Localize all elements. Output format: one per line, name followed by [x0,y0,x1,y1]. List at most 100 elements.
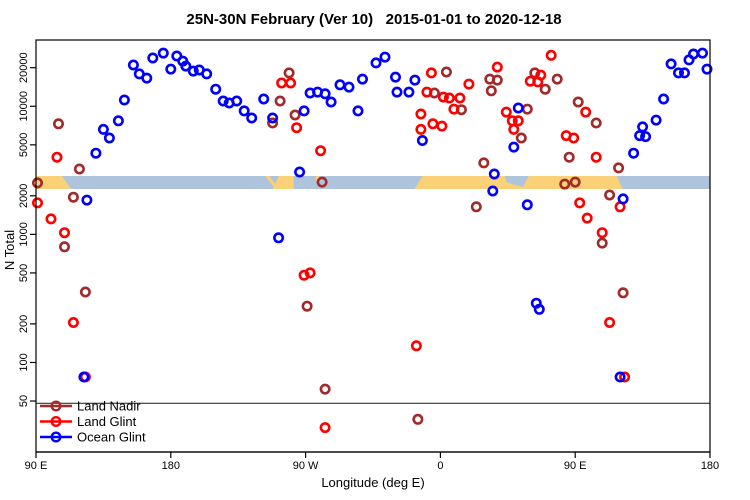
data-point [187,65,199,77]
data-point [412,413,424,425]
data-point [569,176,581,188]
data-point [672,67,684,79]
y-axis: 20000 10000 5000 2000 1000 500 200 100 50 [18,52,36,407]
data-point [485,85,497,97]
data-point [31,197,43,209]
x-tick-label: 180 [162,460,180,472]
map-land-segment [36,176,71,189]
data-point [258,93,270,105]
data-point [512,102,524,114]
data-point [289,109,301,121]
data-point [574,197,586,209]
data-point [319,383,331,395]
data-point [73,163,85,175]
data-point [650,114,662,126]
data-point [604,316,616,328]
data-point [217,95,229,107]
data-point [352,105,364,117]
data-point [78,371,90,383]
data-point [619,371,631,383]
data-point [403,86,415,98]
plot-frame [35,39,711,453]
data-point [563,151,575,163]
data-point [515,132,527,144]
x-tick-label: 0 [437,460,443,472]
data-point [678,67,690,79]
data-point [512,115,524,127]
x-axis-label: Longitude (deg E) [321,475,424,490]
data-point [440,66,452,78]
data-point [291,122,303,134]
data-point [97,123,109,135]
data-point [316,176,328,188]
data-point [491,61,503,73]
data-point [640,131,652,143]
data-point [210,83,222,95]
data-point [267,112,279,124]
data-point [356,73,368,85]
x-tick-label: 90 E [25,460,48,472]
y-tick-label: 50 [18,395,30,407]
x-tick-label: 90 W [293,460,319,472]
data-point [437,91,449,103]
legend-item-land_nadir: Land Nadir [40,399,141,414]
data-point [231,95,243,107]
data-point [658,93,670,105]
data-point [58,241,70,253]
data-point [81,194,93,206]
data-point [294,166,306,178]
data-point [31,177,43,189]
data-point [701,63,713,75]
data-point [488,168,500,180]
data-point [665,58,677,70]
series-land_glint [31,49,631,434]
data-point [521,103,533,115]
data-point [613,162,625,174]
data-point [112,115,124,127]
data-point [500,106,512,118]
data-point [581,212,593,224]
data-point [370,57,382,69]
data-point [67,191,79,203]
legend-item-ocean_glint: Ocean Glint [40,430,146,445]
data-point [201,68,213,80]
data-point [628,147,640,159]
data-point [416,135,428,147]
legend-label: Ocean Glint [77,430,146,445]
data-point [273,232,285,244]
y-tick-label: 2000 [18,184,30,208]
data-point [238,105,250,117]
data-point [590,151,602,163]
legend-item-land_glint: Land Glint [40,414,137,429]
data-point [283,67,295,79]
data-point [478,157,490,169]
series-ocean_glint [78,47,713,383]
data-point [391,86,403,98]
data-point [617,287,629,299]
data-point [127,59,139,71]
data-point [267,117,279,129]
data-point [157,47,169,59]
data-point [696,47,708,59]
data-point [443,92,455,104]
data-point [304,267,316,279]
data-point [246,112,258,124]
y-tick-label: 100 [18,353,30,371]
data-point [596,237,608,249]
data-point [147,52,159,64]
data-point [572,96,584,108]
data-point [491,74,503,86]
data-point [614,371,626,383]
data-point [58,227,70,239]
data-point [45,213,57,225]
data-point [463,78,475,90]
data-point [165,63,177,75]
data-point [90,147,102,159]
series-land_nadir [31,66,629,425]
data-point [568,132,580,144]
x-tick-label: 180 [701,460,719,472]
data-point [559,178,571,190]
